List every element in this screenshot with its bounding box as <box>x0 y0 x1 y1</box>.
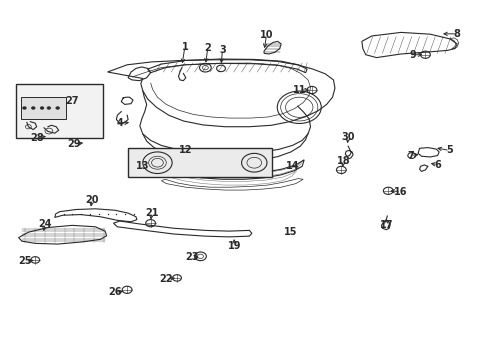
Text: 5: 5 <box>446 145 452 156</box>
Text: 4: 4 <box>116 118 123 128</box>
Circle shape <box>31 107 35 109</box>
Text: 11: 11 <box>292 85 305 95</box>
Circle shape <box>56 107 60 109</box>
Text: 7: 7 <box>407 150 413 161</box>
Text: 12: 12 <box>179 145 192 156</box>
Text: 23: 23 <box>184 252 198 262</box>
Text: 20: 20 <box>85 195 99 205</box>
Text: 28: 28 <box>30 132 44 143</box>
Text: 10: 10 <box>259 30 273 40</box>
Text: 3: 3 <box>219 45 225 55</box>
Text: 14: 14 <box>285 161 299 171</box>
Text: 9: 9 <box>409 50 416 60</box>
Bar <box>128 148 272 177</box>
Text: 19: 19 <box>227 240 241 251</box>
Text: 18: 18 <box>336 156 349 166</box>
Text: 30: 30 <box>341 132 354 142</box>
Circle shape <box>40 107 44 109</box>
Bar <box>16 84 102 138</box>
Text: 16: 16 <box>393 186 407 197</box>
Text: 2: 2 <box>204 42 211 53</box>
Text: 29: 29 <box>67 139 81 149</box>
Text: 6: 6 <box>433 160 440 170</box>
Text: 26: 26 <box>108 287 122 297</box>
Text: 21: 21 <box>144 208 158 218</box>
Circle shape <box>47 107 51 109</box>
Circle shape <box>22 107 26 109</box>
Text: 17: 17 <box>379 220 392 230</box>
Text: 15: 15 <box>284 227 297 237</box>
Bar <box>20 97 65 119</box>
Text: 13: 13 <box>136 161 149 171</box>
Text: 24: 24 <box>38 219 52 229</box>
Text: 22: 22 <box>159 274 173 284</box>
Text: 8: 8 <box>453 29 460 39</box>
Text: 25: 25 <box>19 256 32 266</box>
Text: 27: 27 <box>65 96 79 106</box>
Text: 1: 1 <box>181 42 188 52</box>
